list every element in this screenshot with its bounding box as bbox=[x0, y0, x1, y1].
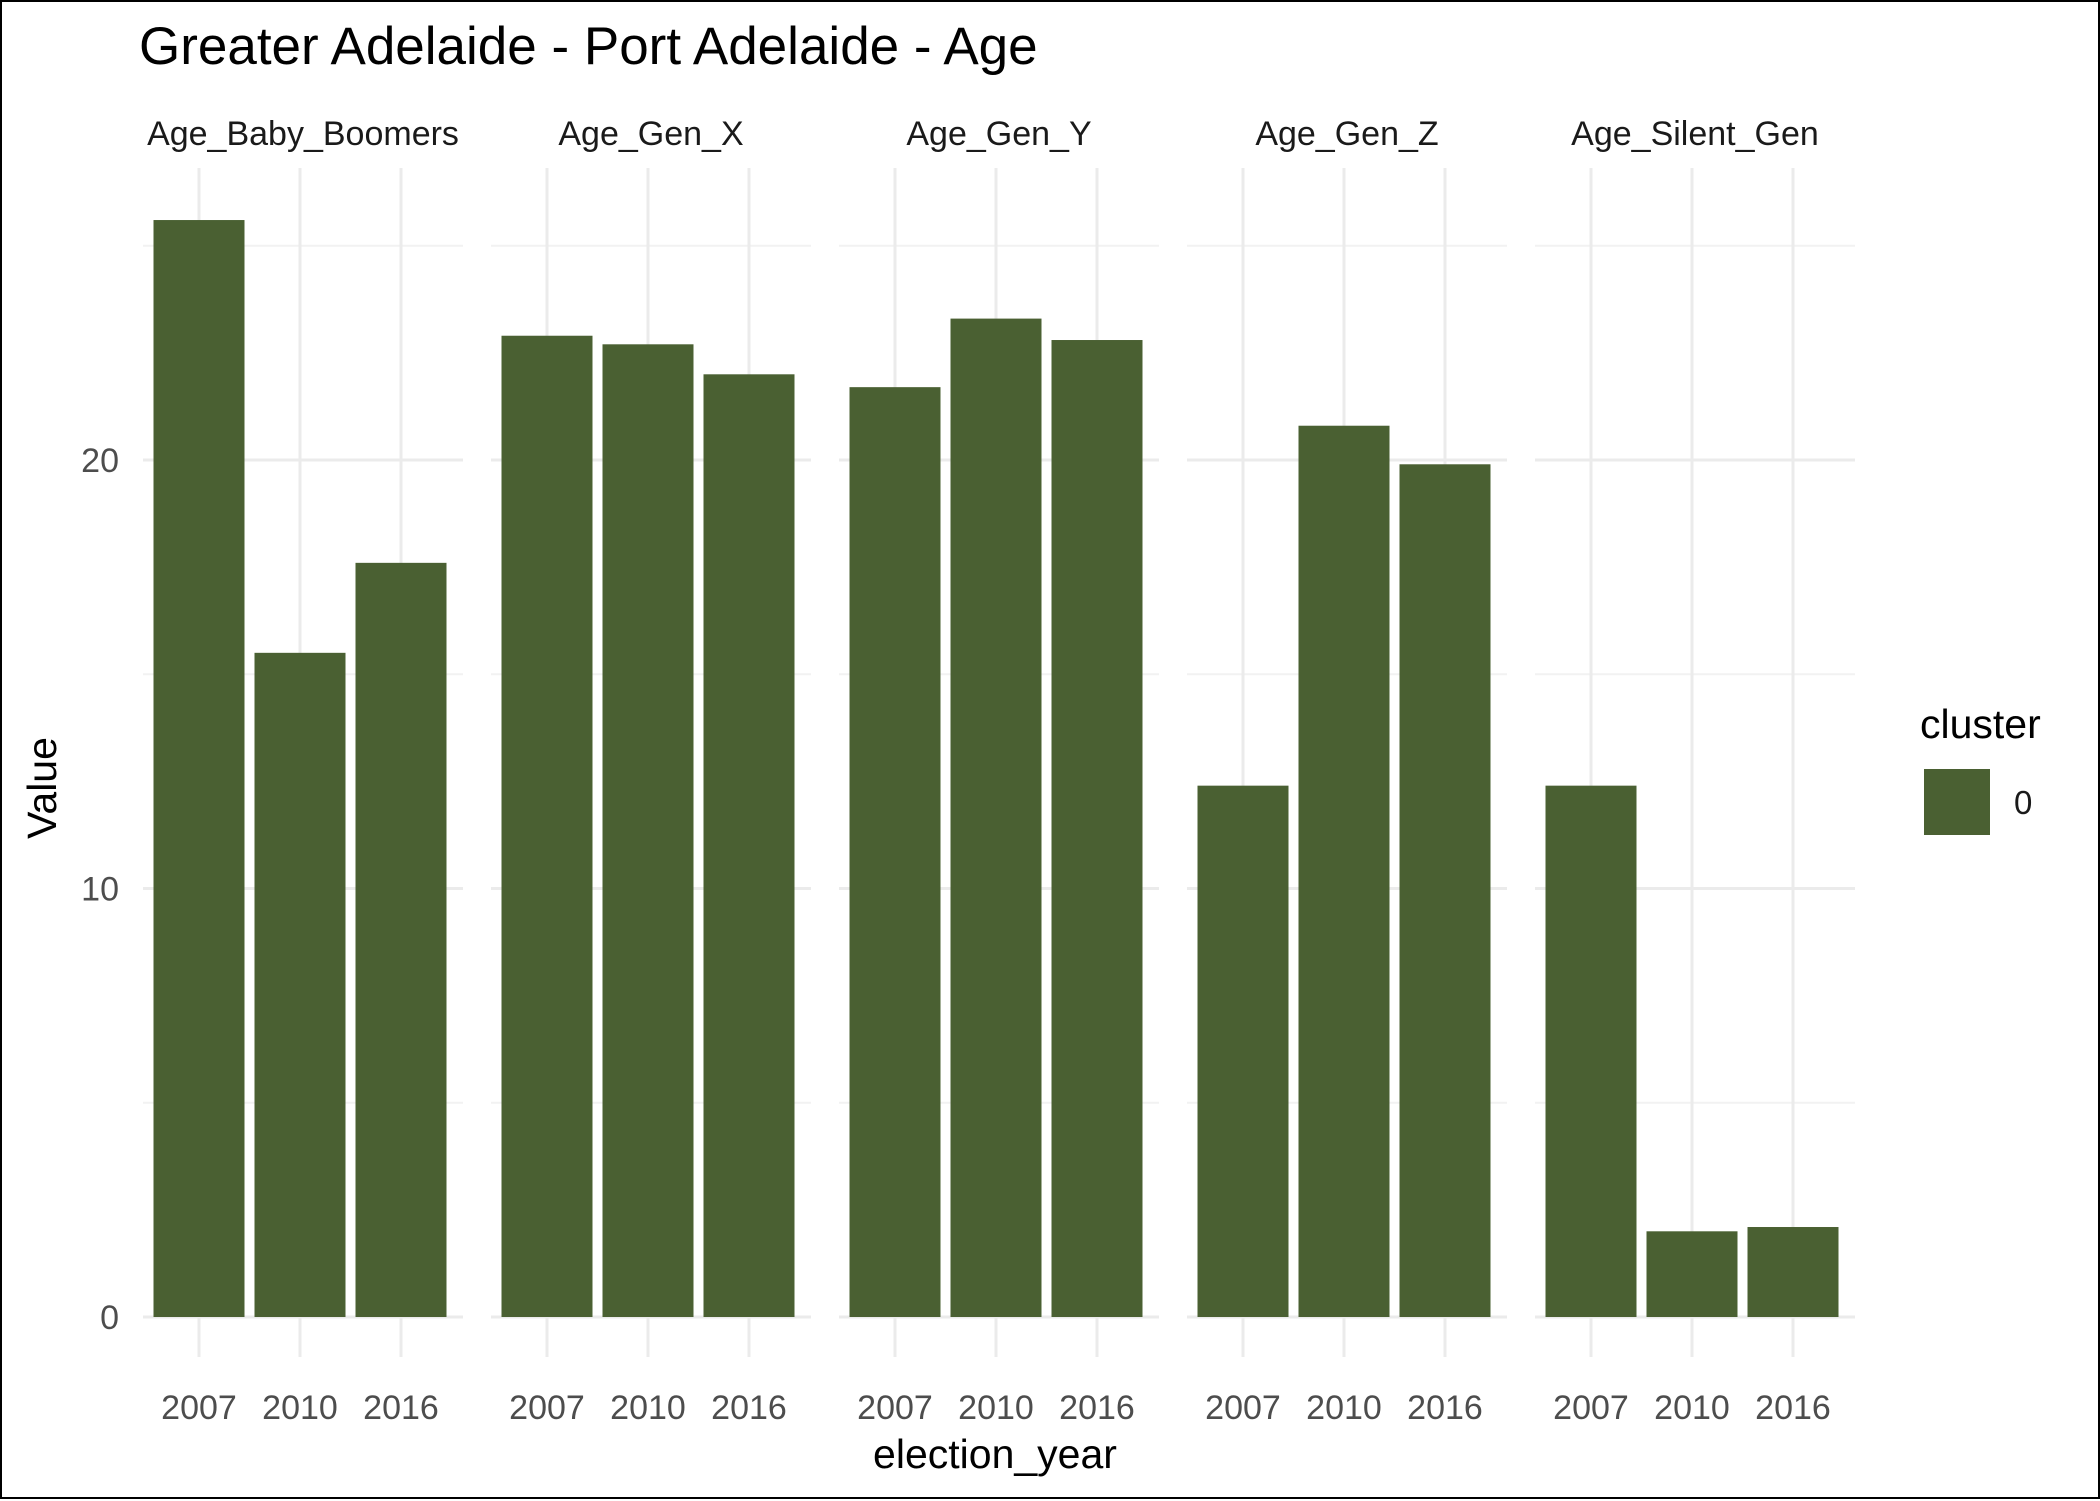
legend-label: 0 bbox=[2014, 784, 2032, 821]
bar bbox=[1399, 464, 1491, 1317]
bar bbox=[1646, 1231, 1738, 1317]
bar bbox=[1545, 785, 1637, 1317]
bar bbox=[849, 387, 941, 1317]
legend-key bbox=[1924, 769, 1990, 835]
x-tick-label: 2010 bbox=[610, 1389, 686, 1427]
facet-panel: Age_Baby_Boomers 2007 2010 2016 bbox=[143, 115, 463, 1427]
bar bbox=[254, 652, 346, 1317]
x-tick-label: 2007 bbox=[857, 1389, 933, 1427]
bar bbox=[1747, 1227, 1839, 1317]
x-tick-label: 2007 bbox=[1553, 1389, 1629, 1427]
bar bbox=[1197, 785, 1289, 1317]
facet-panel: Age_Gen_Z 2007 2010 2016 bbox=[1187, 115, 1507, 1427]
y-axis-title: Value bbox=[19, 737, 65, 839]
facet-panel: Age_Gen_X 2007 2010 2016 bbox=[491, 115, 811, 1427]
legend: cluster 0 bbox=[1920, 701, 2041, 835]
x-tick-label: 2016 bbox=[1059, 1389, 1135, 1427]
y-tick-label: 20 bbox=[81, 442, 119, 480]
facet-strip-label: Age_Silent_Gen bbox=[1571, 115, 1819, 153]
bar bbox=[153, 220, 245, 1317]
bar bbox=[950, 318, 1042, 1318]
facet-strip-label: Age_Gen_X bbox=[558, 115, 743, 153]
facet-panel: Age_Silent_Gen 2007 2010 2016 bbox=[1535, 115, 1855, 1427]
x-tick-label: 2010 bbox=[958, 1389, 1034, 1427]
x-axis-title: election_year bbox=[873, 1431, 1117, 1477]
x-tick-label: 2016 bbox=[1755, 1389, 1831, 1427]
x-tick-label: 2010 bbox=[1654, 1389, 1730, 1427]
bar bbox=[1051, 340, 1143, 1317]
x-tick-label: 2007 bbox=[161, 1389, 237, 1427]
facet-panel: Age_Gen_Y 2007 2010 2016 bbox=[839, 115, 1159, 1427]
bar bbox=[355, 562, 447, 1317]
legend-title: cluster bbox=[1920, 701, 2041, 747]
y-tick-label: 10 bbox=[81, 871, 119, 909]
facet-strip-label: Age_Gen_Y bbox=[906, 115, 1091, 153]
facet-strip-label: Age_Baby_Boomers bbox=[147, 115, 459, 153]
chart-title: Greater Adelaide - Port Adelaide - Age bbox=[139, 17, 1038, 76]
x-tick-label: 2016 bbox=[363, 1389, 439, 1427]
y-axis-ticks: 0 10 20 bbox=[81, 442, 119, 1337]
x-tick-label: 2010 bbox=[1306, 1389, 1382, 1427]
facet-panels: Age_Baby_Boomers 2007 2010 2016 Age_Gen_X 200… bbox=[143, 115, 1855, 1427]
x-tick-label: 2007 bbox=[1205, 1389, 1281, 1427]
facet-strip-label: Age_Gen_Z bbox=[1255, 115, 1438, 153]
bar bbox=[602, 344, 694, 1317]
x-tick-label: 2016 bbox=[1407, 1389, 1483, 1427]
x-tick-label: 2007 bbox=[509, 1389, 585, 1427]
x-tick-label: 2010 bbox=[262, 1389, 338, 1427]
bar bbox=[1298, 425, 1390, 1318]
y-tick-label: 0 bbox=[100, 1299, 119, 1337]
bar bbox=[703, 374, 795, 1317]
bar bbox=[501, 335, 593, 1317]
x-tick-label: 2016 bbox=[711, 1389, 787, 1427]
